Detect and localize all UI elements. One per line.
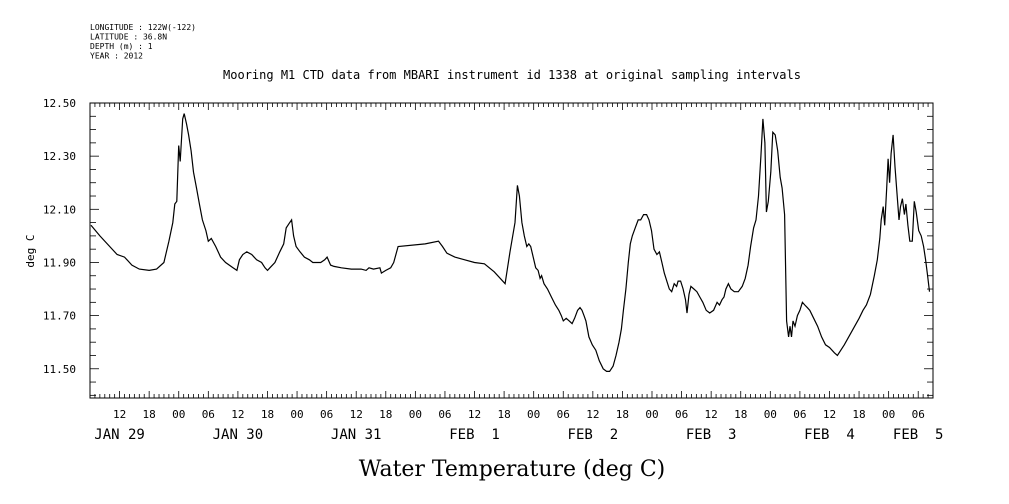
meta-line: YEAR : 2012	[90, 52, 143, 61]
x-tick-label: 12	[231, 408, 244, 421]
x-tick-label: 18	[261, 408, 274, 421]
x-axis-label: Water Temperature (deg C)	[359, 457, 666, 482]
series-line	[90, 113, 931, 372]
y-tick-label: 12.10	[43, 203, 76, 216]
x-tick-label: 06	[320, 408, 333, 421]
y-tick-label: 11.50	[43, 363, 76, 376]
date-label: JAN 31	[331, 427, 382, 443]
date-label: FEB 5	[893, 427, 944, 443]
x-tick-label: 00	[172, 408, 185, 421]
x-tick-label: 18	[852, 408, 865, 421]
x-tick-label: 18	[616, 408, 629, 421]
x-tick-labels: 12 18 00 06 12 18 00 06 12 18 00 06 12 18 00 06 12 18 00 06…	[113, 408, 925, 421]
meta-line: LONGITUDE : 122W(-122)	[90, 23, 196, 32]
x-tick-label: 12	[468, 408, 481, 421]
y-tick-label: 11.70	[43, 310, 76, 323]
meta-line: LATITUDE : 36.8N	[90, 33, 167, 42]
date-label: FEB 3	[686, 427, 737, 443]
x-tick-label: 12	[823, 408, 836, 421]
x-tick-label: 06	[675, 408, 688, 421]
x-tick-label: 12	[586, 408, 599, 421]
x-tick-label: 18	[497, 408, 510, 421]
x-tick-label: 00	[527, 408, 540, 421]
chart-title: Mooring M1 CTD data from MBARI instrumen…	[223, 68, 801, 82]
x-tick-label: 06	[438, 408, 451, 421]
date-label: JAN 29	[94, 427, 145, 443]
x-tick-label: 12	[113, 408, 126, 421]
metadata-block: LONGITUDE : 122W(-122)LATITUDE : 36.8NDE…	[90, 23, 196, 61]
axis-ticks	[89, 102, 934, 398]
x-tick-label: 00	[645, 408, 658, 421]
plot-frame	[89, 102, 934, 399]
x-tick-label: 06	[793, 408, 806, 421]
x-tick-label: 06	[557, 408, 570, 421]
x-tick-label: 12	[705, 408, 718, 421]
x-tick-label: 00	[882, 408, 895, 421]
x-tick-label: 00	[764, 408, 777, 421]
x-tick-label: 12	[350, 408, 363, 421]
x-tick-label: 06	[912, 408, 925, 421]
date-label: FEB 4	[804, 427, 855, 443]
x-tick-label: 00	[409, 408, 422, 421]
x-tick-label: 00	[290, 408, 303, 421]
y-tick-labels: 11.50 11.70 11.90 12.10 12.30 12.50	[43, 97, 76, 376]
y-tick-label: 12.50	[43, 97, 76, 110]
date-label: FEB 2	[568, 427, 619, 443]
x-tick-label: 18	[734, 408, 747, 421]
y-axis-label: deg C	[24, 234, 37, 267]
date-label: FEB 1	[449, 427, 500, 443]
y-tick-label: 12.30	[43, 150, 76, 163]
x-tick-label: 18	[379, 408, 392, 421]
x-tick-label: 18	[143, 408, 156, 421]
x-tick-label: 06	[202, 408, 215, 421]
date-labels: JAN 29 JAN 30 JAN 31 FEB 1 FEB 2 FEB 3 FEB 4 FE…	[94, 427, 943, 443]
y-tick-label: 11.90	[43, 256, 76, 269]
date-label: JAN 30	[213, 427, 264, 443]
meta-line: DEPTH (m) : 1	[90, 42, 153, 51]
